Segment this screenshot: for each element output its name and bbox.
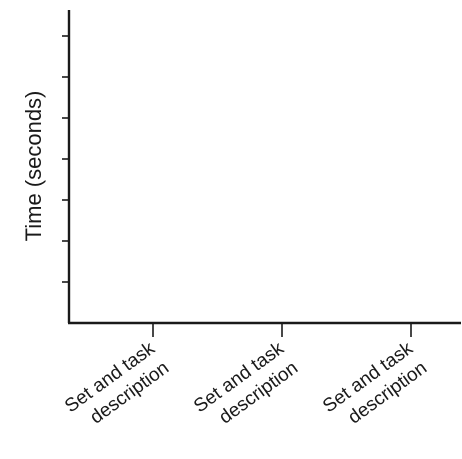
x-tick-label: Set and taskdescription <box>61 338 173 437</box>
x-tick-label: Set and taskdescription <box>190 338 302 437</box>
x-tick-label: Set and taskdescription <box>319 338 431 437</box>
y-ticks <box>62 35 69 283</box>
x-tick-labels: Set and taskdescription Set and taskdescr… <box>61 338 431 437</box>
y-axis-label: Time (seconds) <box>21 91 46 242</box>
x-ticks <box>152 323 412 337</box>
